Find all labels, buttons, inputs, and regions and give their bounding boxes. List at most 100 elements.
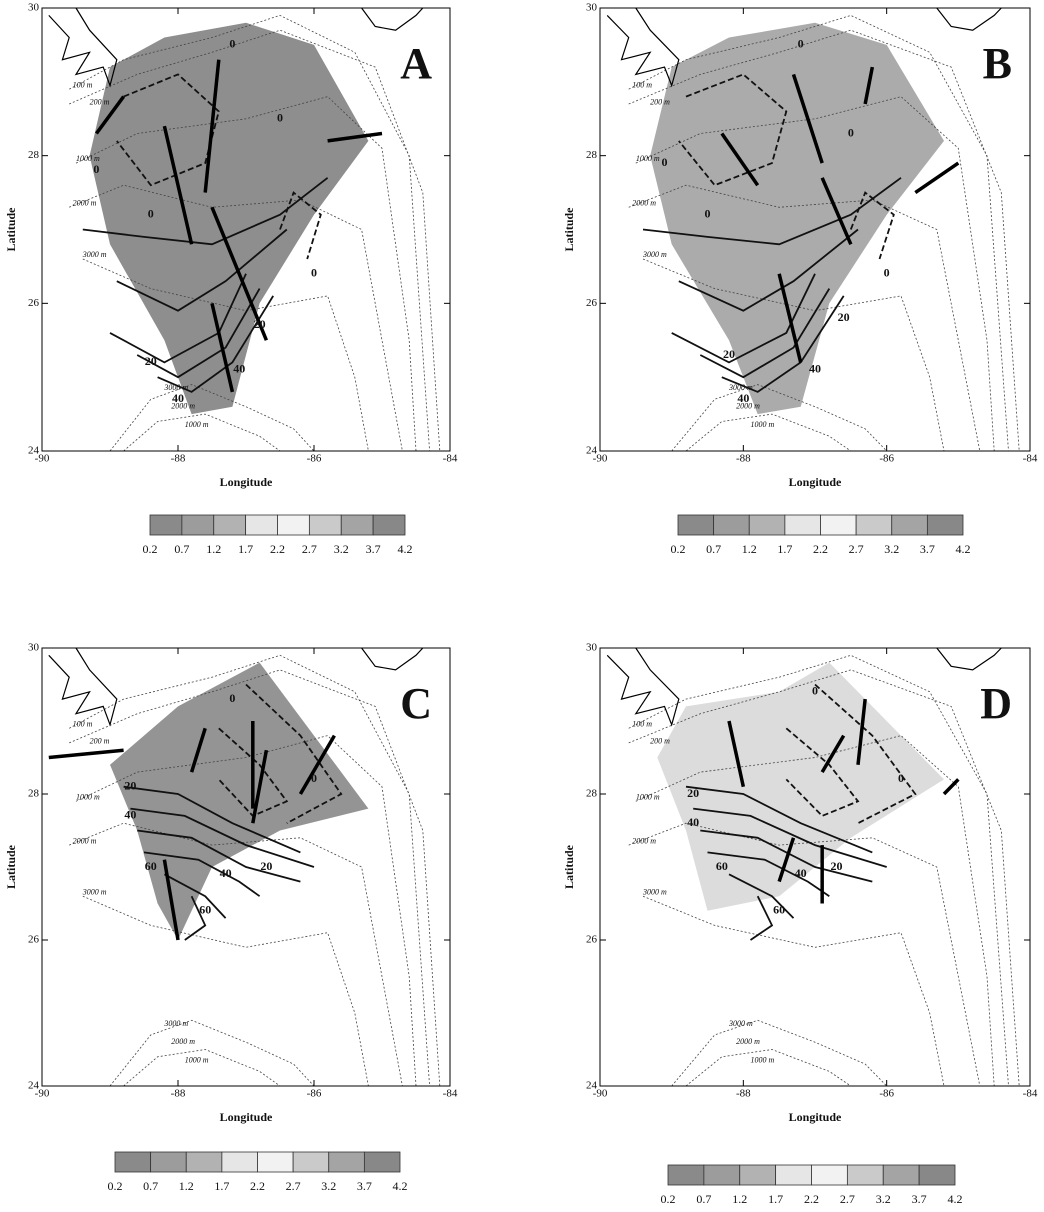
colorbar-box [713, 514, 750, 536]
x-tick-label: -84 [443, 453, 458, 465]
colorbar-label: 4.2 [956, 542, 971, 556]
x-tick-label: -90 [35, 453, 50, 465]
colorbar-box [277, 514, 310, 536]
isobath [628, 29, 1020, 452]
contour [785, 727, 860, 817]
contour-label: 60 [773, 903, 785, 917]
colorbar-label: 3.2 [884, 542, 899, 556]
colorbar-label: 0.2 [108, 1179, 123, 1193]
contour-label: 0 [311, 266, 317, 280]
y-tick-label: 28 [28, 149, 40, 161]
y-tick-label: 24 [28, 1080, 40, 1092]
colorbar-label: 2.7 [302, 542, 317, 556]
y-axis-title: Latitude [562, 207, 576, 252]
isobath [75, 735, 417, 1087]
y-tick-label: 26 [28, 297, 40, 309]
y-tick-label: 24 [586, 445, 598, 457]
contour [136, 288, 261, 379]
contour-label: 20 [254, 317, 266, 331]
contour [279, 191, 322, 260]
isobath-label: 1000 m [185, 420, 209, 429]
current-vector [298, 734, 336, 795]
x-tick-label: -90 [593, 453, 608, 465]
plot-frame [41, 647, 451, 1087]
coastline [48, 7, 118, 88]
colorbar-box [882, 1164, 920, 1186]
colorbar-label: 1.7 [238, 542, 253, 556]
isobath-label: 3000 m [82, 887, 107, 896]
contour [685, 785, 873, 854]
colorbar-box [308, 514, 342, 536]
isobath [628, 654, 1009, 1087]
contour-label: 0 [812, 684, 818, 698]
isobath-label: 3000 m [82, 250, 107, 259]
current-vector [162, 125, 194, 245]
coastline [936, 7, 1002, 31]
contour [143, 851, 261, 897]
colorbar-label: 4.2 [398, 542, 413, 556]
contour-label: 60 [716, 859, 728, 873]
panel-letter: B [983, 39, 1012, 88]
map-panel: 0 0 0 0 0 20 20 40 40 100 m 200 m 1000 m 2000 m 3000 … [562, 2, 1038, 556]
current-vector [327, 131, 383, 143]
coastline [936, 647, 1002, 671]
contour [184, 895, 207, 941]
coastline [361, 647, 424, 671]
isobath-label: 200 m [90, 736, 110, 745]
isobath-label: 2000 m [171, 402, 195, 411]
colorbar-label: 0.2 [661, 1192, 676, 1206]
x-tick-label: -88 [736, 453, 751, 465]
y-tick-label: 26 [586, 934, 598, 946]
colorbar-label: 2.2 [250, 1179, 265, 1193]
isobath-label: 1000 m [185, 1055, 209, 1064]
isobath-label: 1000 m [76, 154, 100, 163]
colorbar-label: 3.7 [357, 1179, 372, 1193]
x-tick-label: -84 [1023, 453, 1038, 465]
isobath [82, 895, 369, 1087]
colorbar-box [257, 1151, 294, 1173]
y-tick-label: 26 [28, 934, 40, 946]
panel-letter: D [980, 679, 1012, 728]
isobath-label: 3000 m [163, 1019, 188, 1028]
current-vector [210, 302, 235, 393]
x-axis-title: Longitude [789, 1110, 842, 1124]
current-vector [791, 73, 824, 164]
contour-label: 0 [311, 771, 317, 785]
contour [218, 727, 289, 817]
colorbar-label: 2.7 [849, 542, 864, 556]
current-vector [189, 727, 207, 773]
contour [678, 228, 859, 312]
colorbar-label: 0.2 [671, 542, 686, 556]
contour [82, 177, 329, 246]
isobath [69, 822, 403, 1087]
current-vector [856, 698, 867, 765]
contour [163, 873, 227, 919]
current-vector [210, 206, 269, 341]
panel-letter: A [400, 39, 432, 88]
contour [707, 851, 830, 897]
x-tick-label: -86 [307, 1088, 322, 1100]
contour-label: 0 [93, 162, 99, 176]
colorbar-box [340, 514, 374, 536]
isobath [671, 1019, 887, 1087]
contour-label: 20 [838, 310, 850, 324]
contour [157, 295, 274, 393]
isobath [628, 822, 981, 1087]
y-axis-title: Latitude [562, 844, 576, 889]
y-tick-label: 28 [586, 149, 598, 161]
isobath-label: 100 m [73, 719, 93, 728]
colorbar-label: 0.7 [174, 542, 189, 556]
plot-frame [599, 7, 1031, 452]
colorbar-label: 3.7 [366, 542, 381, 556]
contour-label: 0 [229, 691, 235, 705]
isobath [69, 654, 430, 1087]
contour-label: 40 [172, 391, 184, 405]
isobath-label: 100 m [632, 719, 652, 728]
isobath-label: 2000 m [736, 1037, 760, 1046]
colorbar-label: 1.7 [768, 1192, 783, 1206]
isobath-label: 1000 m [636, 792, 660, 801]
contour [693, 807, 887, 868]
isobath [123, 1049, 281, 1087]
colorbar-label: 2.2 [813, 542, 828, 556]
current-vector [162, 859, 180, 941]
